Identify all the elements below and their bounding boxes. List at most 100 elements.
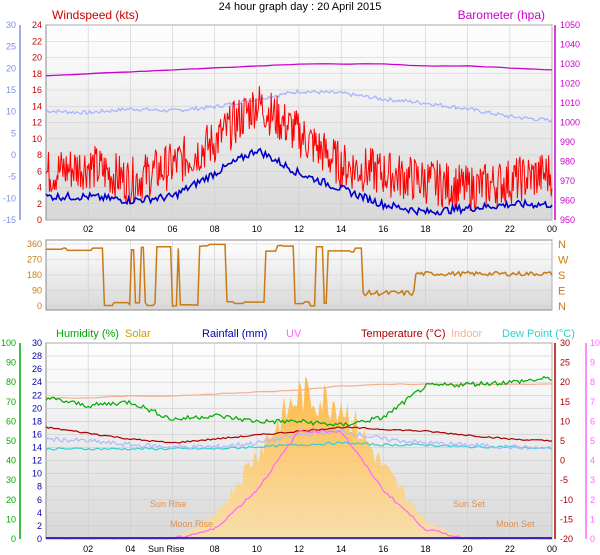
- rainfall-tick-label: 4: [37, 508, 42, 518]
- direction-degree-tick-label: 270: [27, 255, 42, 265]
- uv-tick-label: 7: [590, 397, 595, 407]
- outdoor-temp-trace-line: [45, 429, 553, 451]
- windspeed-tick-label: 20: [32, 53, 42, 63]
- uv-tick-label: 5: [590, 436, 595, 446]
- temperature-tick-label: 0: [560, 456, 565, 466]
- wind-x-tick-label: 06: [167, 224, 177, 234]
- wind-panel-temp-tick-label: 5: [11, 128, 16, 138]
- temperature-tick-label: -5: [560, 475, 568, 485]
- rainfall-tick-label: 22: [32, 390, 42, 400]
- barometer-tick-label: 990: [560, 137, 575, 147]
- legend-rainfall: Rainfall (mm): [202, 328, 267, 340]
- wind-panel-temp-tick-label: 20: [6, 63, 16, 73]
- solar-radiation-area: [46, 376, 552, 539]
- outdoor-temp-line: [45, 88, 553, 124]
- wind-panel-temp-tick-label: -10: [3, 193, 16, 203]
- legend-temperature: Temperature (°C): [361, 328, 445, 340]
- barometer-axis-label: Barometer (hpa): [458, 8, 545, 22]
- barometer-tick-label: 1000: [560, 118, 580, 128]
- direction-degree-tick-label: 180: [27, 270, 42, 280]
- wind-panel-temp-tick-label: 0: [11, 150, 16, 160]
- rainfall-tick-label: 28: [32, 351, 42, 361]
- barometer-line: [45, 63, 553, 77]
- humidity-tick-label: 20: [6, 495, 16, 505]
- barometer-tick-label: 1050: [560, 20, 580, 30]
- windspeed-tick-label: 12: [32, 118, 42, 128]
- multi-x-tick-label: 08: [210, 544, 220, 554]
- temperature-tick-label: 15: [560, 397, 570, 407]
- windspeed-tick-label: 14: [32, 101, 42, 111]
- uv-tick-label: 6: [590, 416, 595, 426]
- rainfall-tick-label: 10: [32, 469, 42, 479]
- wind-average-line: [45, 147, 553, 217]
- barometer-tick-label: 1020: [560, 79, 580, 89]
- humidity-tick-label: 70: [6, 397, 16, 407]
- wind-x-tick-label: 14: [336, 224, 346, 234]
- multi-x-tick-label: 16: [378, 544, 388, 554]
- rainfall-tick-label: 30: [32, 338, 42, 348]
- rainfall-tick-label: 12: [32, 456, 42, 466]
- multi-x-tick-label: 02: [83, 544, 93, 554]
- wind-x-tick-label: 20: [463, 224, 473, 234]
- uv-tick-label: 0: [590, 534, 595, 544]
- humidity-tick-label: 0: [11, 534, 16, 544]
- wind-x-tick-label: 10: [252, 224, 262, 234]
- wind-panel-temp-tick-label: 25: [6, 42, 16, 52]
- barometer-tick-label: 960: [560, 196, 575, 206]
- windspeed-axis-label: Windspeed (kts): [52, 8, 139, 22]
- multi-x-tick-label: 00: [547, 544, 557, 554]
- rainfall-tick-label: 2: [37, 521, 42, 531]
- temperature-tick-label: 10: [560, 416, 570, 426]
- direction-compass-tick-label: N: [558, 239, 566, 251]
- uv-tick-label: 4: [590, 456, 595, 466]
- direction-compass-tick-label: S: [558, 270, 565, 282]
- windspeed-tick-label: 8: [37, 150, 42, 160]
- wind-x-tick-label: 12: [294, 224, 304, 234]
- uv-tick-label: 3: [590, 475, 595, 485]
- barometer-tick-label: 1010: [560, 98, 580, 108]
- rainfall-tick-label: 20: [32, 403, 42, 413]
- humidity-tick-label: 40: [6, 456, 16, 466]
- legend-dewpoint: Dew Point (°C): [502, 328, 575, 340]
- wind-x-tick-label: 16: [378, 224, 388, 234]
- legend-solar: Solar: [125, 328, 151, 340]
- humidity-tick-label: 30: [6, 475, 16, 485]
- humidity-tick-label: 80: [6, 377, 16, 387]
- multi-x-tick-label: 04: [125, 544, 135, 554]
- temperature-tick-label: -20: [560, 534, 573, 544]
- annotation-sun-rise-axis: Sun Rise: [148, 544, 185, 554]
- uv-tick-label: 1: [590, 514, 595, 524]
- temperature-tick-label: -10: [560, 495, 573, 505]
- wind-x-tick-label: 08: [210, 224, 220, 234]
- direction-compass-tick-label: W: [558, 255, 569, 267]
- annotation-sun-rise: Sun Rise: [150, 499, 187, 509]
- wind-x-tick-label: 00: [547, 224, 557, 234]
- rainfall-tick-label: 26: [32, 364, 42, 374]
- windspeed-tick-label: 4: [37, 183, 42, 193]
- barometer-tick-label: 970: [560, 176, 575, 186]
- wind-x-tick-label: 02: [83, 224, 93, 234]
- legend-humidity: Humidity (%): [56, 328, 119, 340]
- temperature-tick-label: 30: [560, 338, 570, 348]
- page-title: 24 hour graph day : 20 April 2015: [219, 1, 382, 13]
- temperature-tick-label: 5: [560, 436, 565, 446]
- direction-degree-tick-label: 360: [27, 239, 42, 249]
- windspeed-tick-label: 22: [32, 36, 42, 46]
- temperature-tick-label: 25: [560, 358, 570, 368]
- barometer-tick-label: 950: [560, 215, 575, 225]
- wind-panel-temp-tick-label: -5: [8, 172, 16, 182]
- rainfall-tick-label: 6: [37, 495, 42, 505]
- humidity-line: [45, 375, 553, 427]
- multi-x-tick-label: 10: [252, 544, 262, 554]
- direction-degree-tick-label: 0: [37, 301, 42, 311]
- rainfall-tick-label: 16: [32, 429, 42, 439]
- wind-x-tick-label: 18: [420, 224, 430, 234]
- wind-x-tick-label: 04: [125, 224, 135, 234]
- humidity-tick-label: 100: [1, 338, 16, 348]
- rainfall-tick-label: 24: [32, 377, 42, 387]
- windspeed-tick-label: 2: [37, 199, 42, 209]
- annotation-sun-set: Sun Set: [453, 499, 486, 509]
- multi-x-tick-label: 12: [294, 544, 304, 554]
- multi-x-tick-label: 14: [336, 544, 346, 554]
